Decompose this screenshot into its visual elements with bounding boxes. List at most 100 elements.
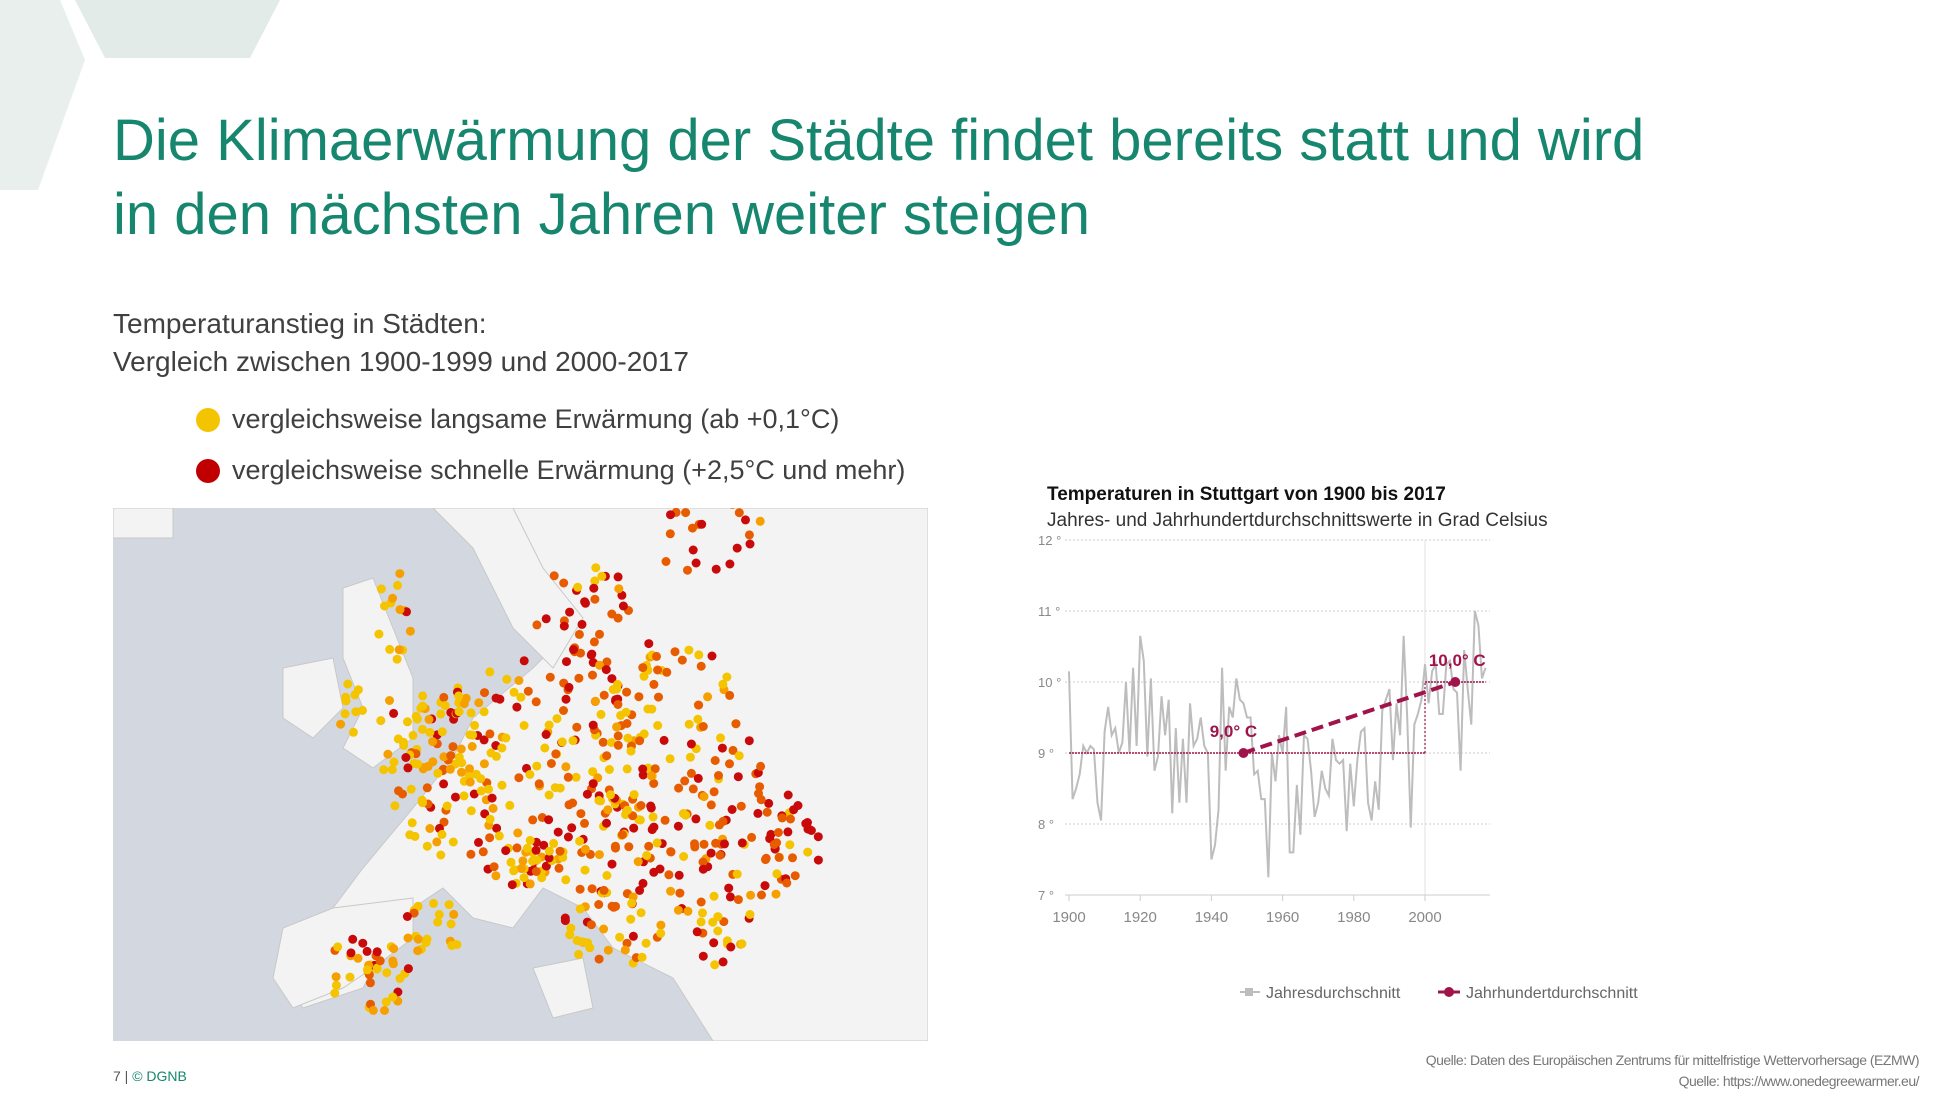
city-dot [710, 756, 720, 765]
city-dot [525, 835, 535, 845]
city-dot [403, 763, 413, 773]
city-dot [580, 844, 590, 854]
city-dot [491, 751, 501, 761]
city-dot [341, 696, 351, 706]
city-dot [428, 737, 438, 747]
city-dot [488, 803, 498, 813]
city-dot [429, 898, 438, 908]
city-dot [613, 572, 623, 582]
city-dot [746, 890, 756, 900]
city-dot [646, 801, 656, 811]
city-dot [331, 972, 341, 982]
city-dot [744, 530, 754, 540]
city-dot [387, 765, 397, 775]
city-dot [389, 757, 399, 767]
city-dot [519, 721, 529, 730]
city-dot [569, 645, 578, 655]
city-dot [706, 848, 716, 858]
city-dot [677, 655, 687, 665]
city-dot [732, 543, 742, 553]
city-dot [411, 711, 421, 721]
annotation-label: 9,0° C [1210, 722, 1257, 741]
city-dot [568, 736, 578, 746]
chart-subtitle: Jahres- und Jahrhundertdurchschnittswert… [1047, 510, 1548, 531]
city-dot [531, 867, 541, 876]
city-dot [566, 923, 576, 933]
city-dot [617, 830, 627, 840]
city-dot [353, 685, 363, 695]
city-dot [439, 692, 449, 702]
city-dot [439, 752, 449, 762]
city-dot [575, 904, 585, 914]
city-dot [348, 727, 358, 737]
city-dot [575, 836, 585, 846]
annotation-label: 10,0° C [1429, 651, 1486, 670]
city-dot [474, 698, 484, 708]
city-dot [761, 855, 770, 865]
city-dot [522, 843, 532, 853]
city-dot [753, 808, 763, 818]
city-dot [484, 784, 493, 794]
city-dot [734, 751, 744, 761]
city-dot [788, 853, 797, 863]
city-dot [699, 792, 709, 802]
city-dot [467, 742, 477, 751]
city-dot [485, 729, 495, 739]
city-dot [603, 805, 613, 815]
city-dot [454, 691, 464, 701]
city-dot [561, 875, 571, 885]
city-dot [534, 779, 544, 789]
city-dot [713, 926, 723, 936]
city-dot [372, 963, 382, 973]
city-dot [512, 843, 522, 853]
city-dot [648, 812, 658, 822]
city-dot [501, 846, 511, 856]
city-dot [736, 801, 746, 811]
city-dot [474, 837, 483, 847]
city-dot [509, 866, 519, 876]
annual-average-line [1068, 610, 1487, 878]
city-dot [577, 619, 587, 629]
city-dot [591, 563, 601, 573]
city-dot [544, 853, 554, 863]
city-dot [601, 665, 611, 675]
city-dot [485, 667, 495, 677]
city-dot [451, 792, 460, 802]
city-dot [446, 751, 456, 761]
city-dots [330, 508, 823, 1015]
city-dot [633, 857, 643, 867]
x-tick-label: 1900 [1052, 909, 1085, 926]
city-dot [588, 779, 598, 789]
city-dot [394, 645, 404, 655]
legend-century: Jahrhundertdurchschnitt [1466, 985, 1638, 1002]
city-dot [613, 700, 623, 709]
city-dot [673, 821, 683, 831]
city-dot [777, 813, 787, 823]
city-dot [385, 644, 395, 654]
city-dot [514, 773, 524, 783]
city-dot [381, 997, 391, 1007]
city-dot [457, 758, 467, 768]
city-dot [537, 873, 547, 883]
city-dot [688, 523, 697, 533]
city-dot [408, 730, 418, 740]
city-dot [516, 864, 526, 873]
city-dot [611, 843, 620, 853]
y-tick-label: 9 ° [1038, 746, 1054, 761]
city-dot [514, 676, 524, 685]
city-dot [628, 931, 638, 941]
x-tick-label: 1920 [1124, 909, 1157, 926]
city-dot [709, 891, 719, 901]
city-dot [725, 559, 735, 569]
city-dot [612, 684, 622, 694]
city-dot [561, 694, 571, 704]
legend-annual: Jahresdurchschnitt [1266, 985, 1401, 1002]
city-dot [422, 841, 432, 851]
city-dot [358, 705, 367, 715]
city-dot [525, 770, 535, 779]
y-tick-label: 11 ° [1038, 604, 1060, 619]
city-dot [760, 881, 770, 891]
city-dot [562, 657, 571, 667]
city-dot [757, 890, 766, 900]
city-dot [627, 898, 637, 908]
